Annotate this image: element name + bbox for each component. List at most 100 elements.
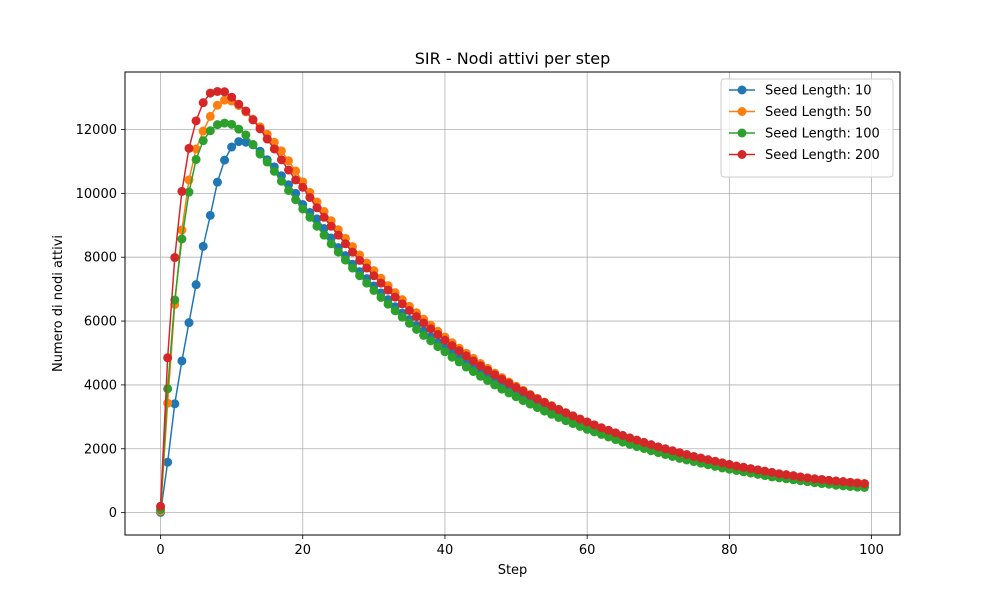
data-point: [248, 115, 258, 125]
y-tick-label: 2000: [84, 442, 117, 457]
data-point: [568, 419, 578, 429]
data-point: [490, 370, 500, 380]
data-point: [355, 255, 365, 265]
data-point: [582, 424, 592, 434]
data-point: [589, 427, 599, 437]
data-point: [163, 353, 173, 363]
data-point: [561, 416, 571, 426]
data-point: [419, 330, 429, 340]
data-point: [412, 324, 422, 334]
data-point: [284, 185, 294, 195]
data-point: [774, 469, 784, 479]
data-point: [205, 210, 215, 220]
data-point: [504, 388, 514, 398]
data-point: [198, 126, 208, 136]
data-point: [497, 384, 507, 394]
data-point: [689, 451, 699, 461]
data-point: [490, 380, 500, 390]
data-point: [276, 176, 286, 186]
data-point: [340, 239, 350, 249]
data-point: [532, 403, 542, 413]
data-point: [241, 106, 251, 116]
data-point: [433, 342, 443, 352]
data-point: [746, 464, 756, 474]
data-point: [596, 423, 606, 433]
data-point: [525, 399, 535, 409]
data-point: [383, 299, 393, 309]
data-point: [241, 137, 251, 147]
data-point: [276, 146, 286, 156]
data-point: [803, 473, 813, 483]
y-tick-label: 12000: [76, 123, 117, 138]
data-point: [468, 356, 478, 366]
data-point: [291, 175, 301, 185]
legend-swatch-marker: [737, 107, 747, 116]
data-point: [710, 456, 720, 466]
data-point: [355, 271, 365, 281]
data-point: [845, 477, 855, 487]
data-point: [575, 421, 585, 431]
data-point: [483, 365, 493, 375]
data-point: [760, 466, 770, 476]
x-tick-label: 0: [156, 543, 164, 558]
legend-entry: Seed Length: 100: [765, 127, 880, 142]
data-point: [212, 120, 222, 130]
data-point: [504, 378, 514, 388]
data-point: [369, 271, 379, 281]
data-point: [646, 440, 656, 450]
data-point: [717, 458, 727, 468]
data-point: [461, 362, 471, 372]
data-point: [276, 155, 286, 165]
data-point: [539, 406, 549, 416]
y-tick-label: 6000: [84, 315, 117, 330]
data-point: [838, 477, 848, 487]
data-point: [454, 357, 464, 367]
data-point: [177, 186, 187, 196]
data-point: [810, 474, 820, 484]
legend: Seed Length: 10 Seed Length: 50 Seed Lengt…: [720, 78, 894, 178]
data-point: [589, 420, 599, 430]
data-point: [262, 134, 272, 144]
data-point: [184, 318, 194, 328]
legend-entry: Seed Length: 10: [765, 84, 872, 99]
series-3: [156, 86, 869, 511]
data-point: [255, 149, 265, 159]
data-point: [269, 137, 279, 147]
data-point: [220, 155, 230, 165]
y-tick-label: 8000: [84, 251, 117, 266]
data-point: [561, 408, 571, 418]
data-point: [440, 335, 450, 345]
data-point: [625, 439, 635, 449]
data-point: [234, 137, 244, 147]
legend-entry: Seed Length: 50: [765, 105, 872, 120]
data-point: [447, 341, 457, 351]
data-point: [212, 86, 222, 96]
data-point: [859, 479, 869, 489]
data-point: [319, 230, 329, 240]
data-point: [227, 119, 237, 129]
data-point: [696, 453, 706, 463]
data-point: [312, 221, 322, 231]
data-point: [426, 324, 436, 334]
data-point: [319, 212, 329, 222]
data-point: [618, 430, 628, 440]
data-point: [618, 437, 628, 447]
data-point: [348, 247, 358, 257]
x-tick-label: 40: [437, 543, 454, 558]
data-point: [525, 390, 535, 400]
data-point: [241, 130, 251, 140]
data-point: [788, 471, 798, 481]
data-point: [817, 474, 827, 484]
data-point: [255, 124, 265, 134]
data-point: [184, 187, 194, 197]
data-point: [497, 374, 507, 384]
data-point: [191, 116, 201, 126]
data-point: [376, 292, 386, 302]
legend-box: [720, 78, 894, 178]
data-point: [397, 312, 407, 322]
data-point: [269, 144, 279, 154]
data-point: [625, 433, 635, 443]
series-line: [159, 140, 865, 513]
data-point: [340, 255, 350, 265]
